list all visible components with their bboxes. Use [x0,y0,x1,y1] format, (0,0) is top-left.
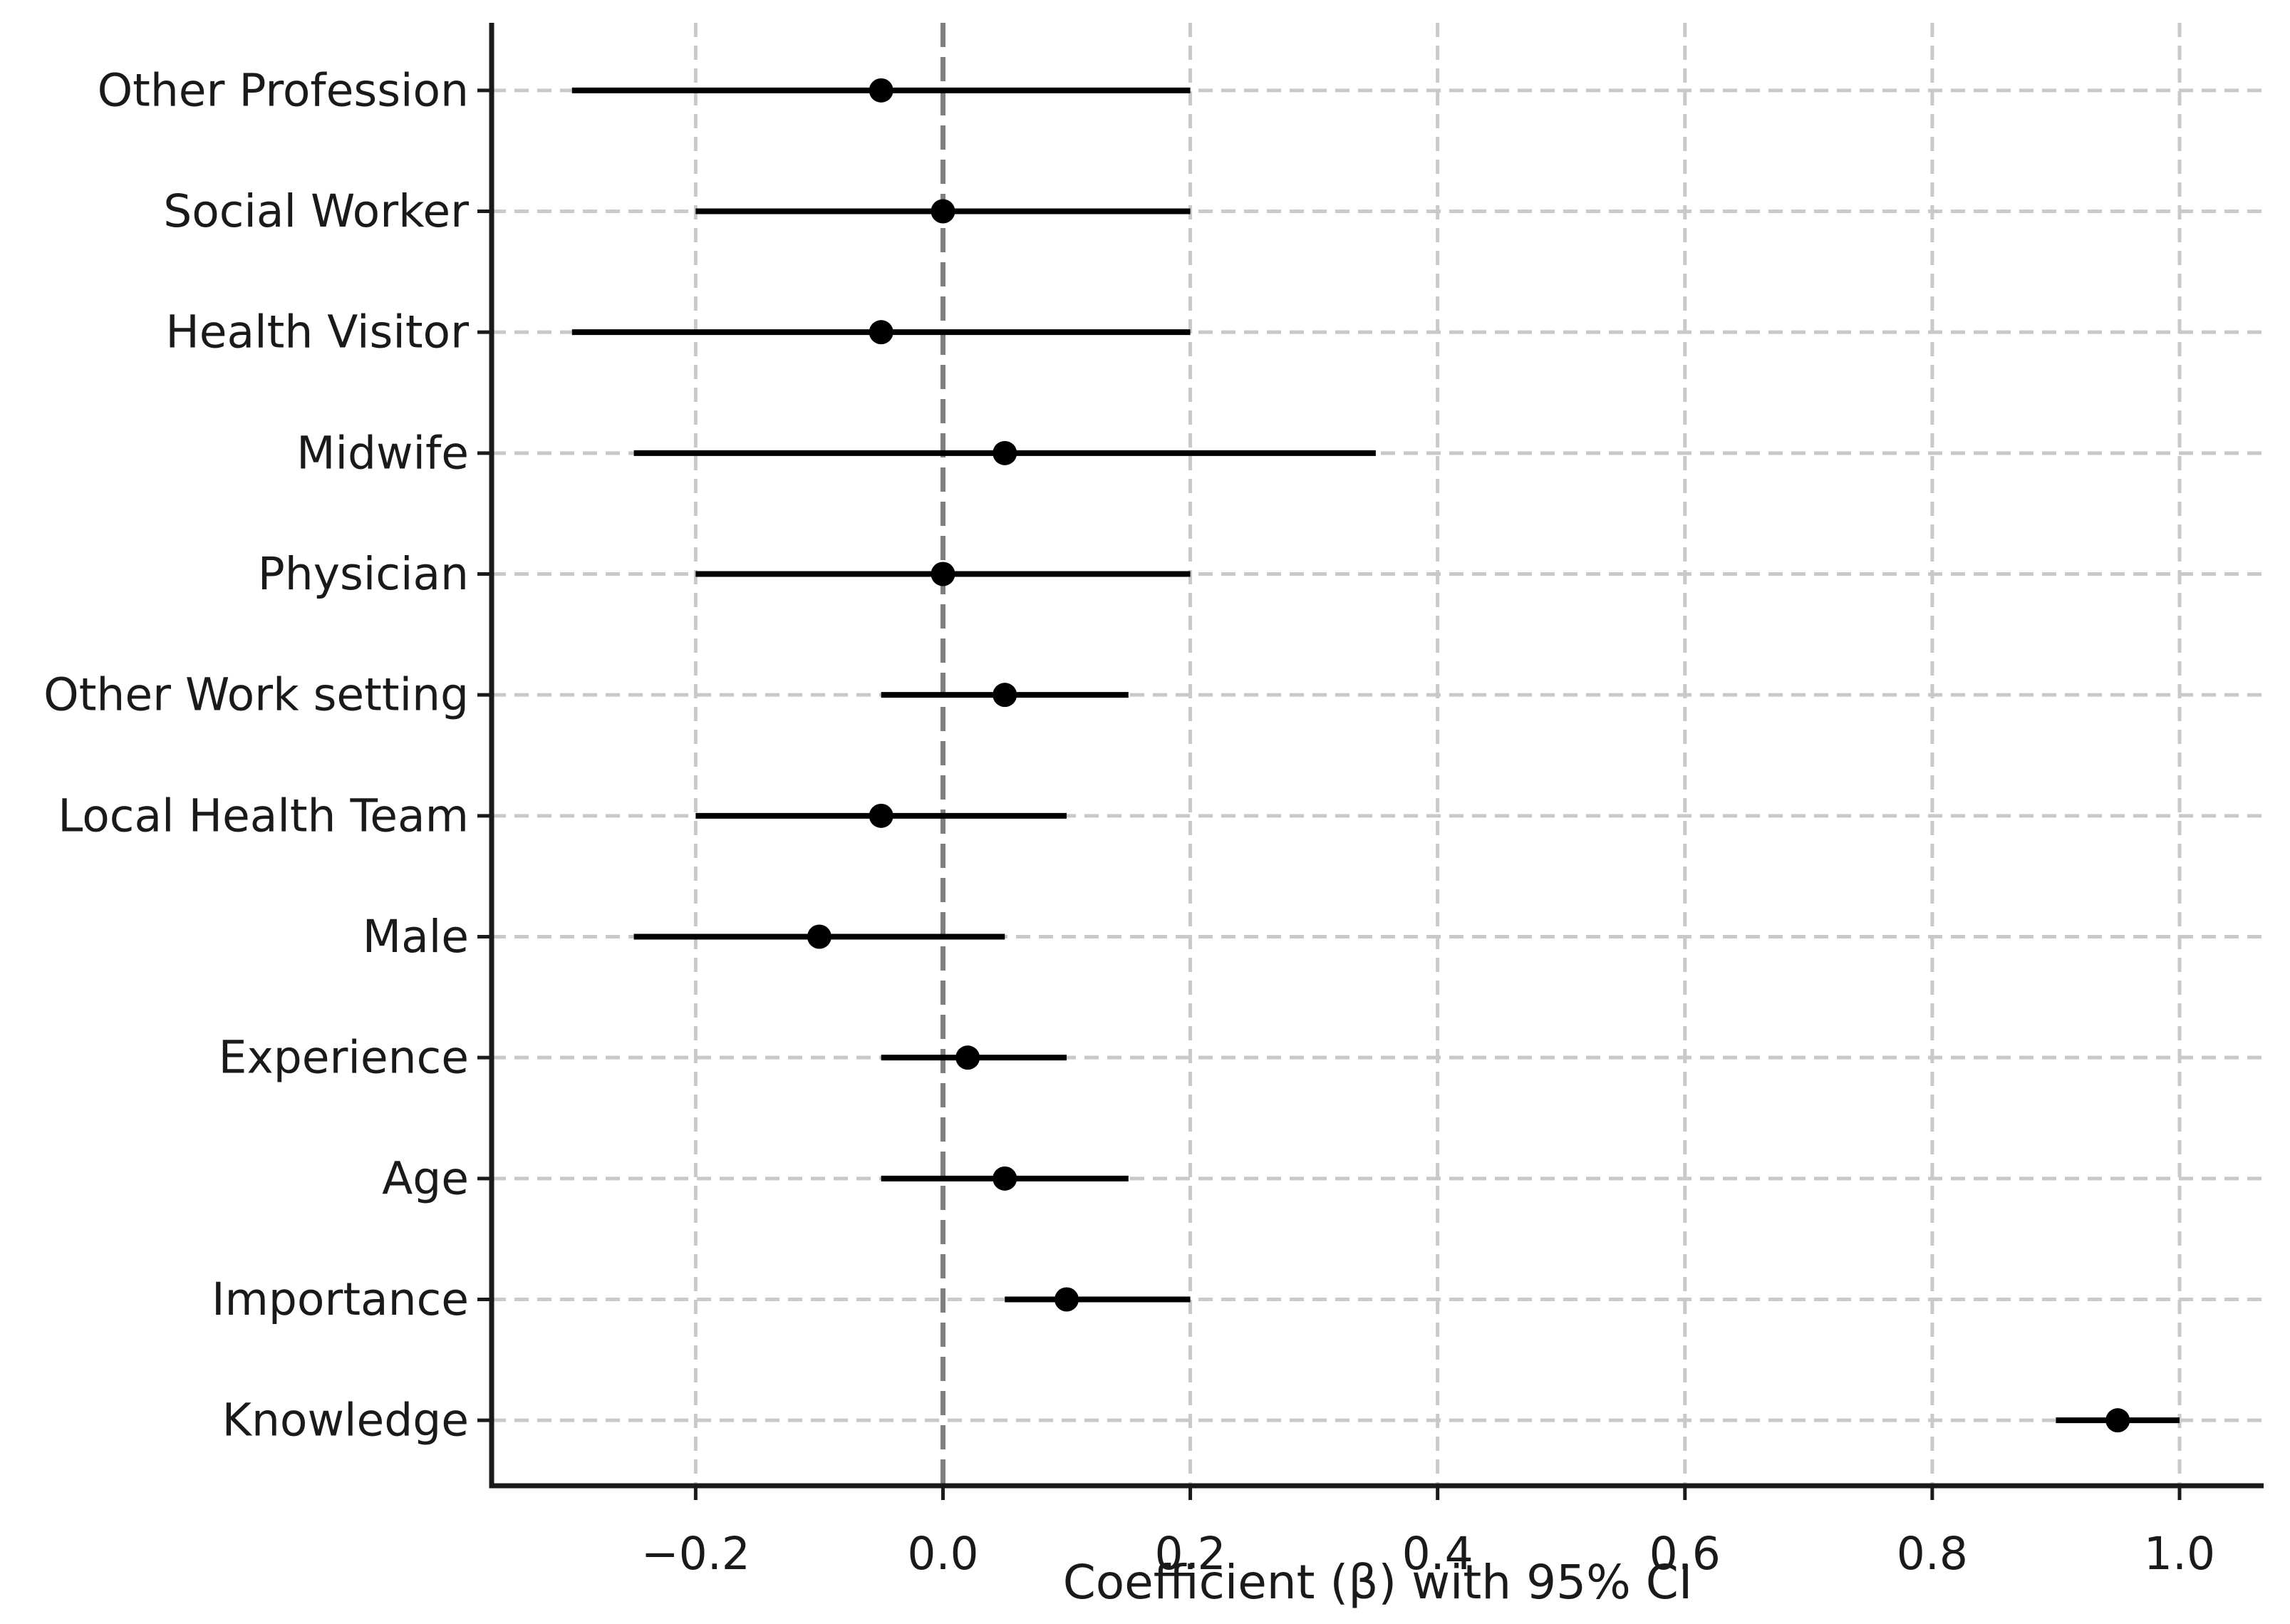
category-label: Local Health Team [58,790,469,842]
point-marker [993,1166,1017,1191]
point-marker [931,199,955,224]
category-label: Knowledge [222,1395,469,1447]
point-marker [993,683,1017,708]
category-label: Other Work setting [43,669,469,721]
x-tick-label: 0.4 [1402,1528,1473,1580]
point-marker [807,924,831,949]
point-marker [993,440,1017,465]
point-marker [1055,1287,1079,1312]
point-marker [869,78,893,103]
x-tick-label: −0.2 [641,1528,750,1580]
x-tick-label: 0.2 [1154,1528,1226,1580]
axis-layer: Other Profession Social Worker Health Visi… [43,23,2264,1580]
point-marker [869,320,893,345]
x-tick-label: 0.6 [1649,1528,1721,1580]
category-label: Physician [258,548,469,600]
point-marker [931,562,955,586]
category-label: Health Visitor [165,306,469,358]
x-tick-label: 1.0 [2144,1528,2215,1580]
category-label: Male [363,911,469,963]
category-label: Importance [212,1273,469,1325]
point-marker [869,803,893,828]
category-label: Midwife [296,427,469,479]
x-axis-label: Coefficient (β) with 95% CI [1063,1555,1693,1610]
category-label: Experience [219,1032,469,1084]
category-label: Other Profession [98,64,469,116]
grid-layer [492,23,2264,1486]
point-marker [955,1045,980,1070]
category-label: Social Worker [163,185,469,237]
point-marker [2105,1408,2130,1433]
x-tick-label: 0.0 [907,1528,978,1580]
data-layer [571,78,2180,1433]
category-label: Age [382,1152,469,1204]
x-tick-label: 0.8 [1897,1528,1968,1580]
